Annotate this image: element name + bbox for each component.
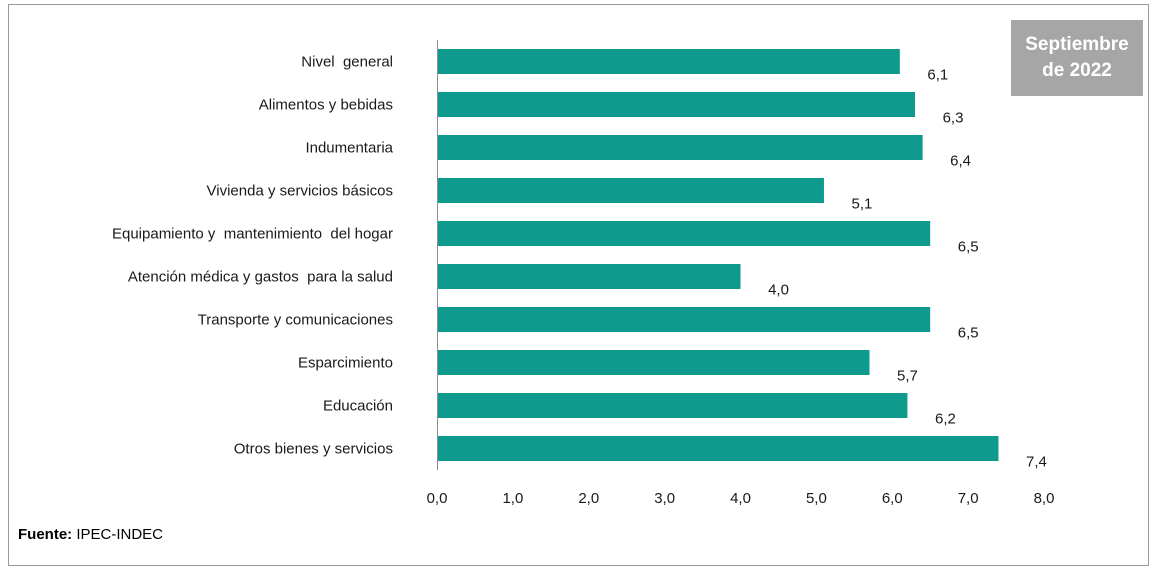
value-label: 4,0: [768, 282, 789, 299]
x-tick-label: 8,0: [1034, 490, 1055, 507]
category-label: Alimentos y bebidas: [259, 97, 393, 114]
category-label: Atención médica y gastos para la salud: [128, 269, 393, 286]
bar: [438, 350, 870, 375]
date-badge: Septiembre de 2022: [1011, 20, 1143, 96]
bar: [438, 135, 923, 160]
category-label: Vivienda y servicios básicos: [207, 183, 393, 200]
bar: [438, 393, 908, 418]
value-label: 6,4: [950, 153, 971, 170]
category-label: Indumentaria: [305, 140, 393, 157]
category-label: Otros bienes y servicios: [234, 441, 393, 458]
x-tick-label: 2,0: [578, 490, 599, 507]
category-label: Educación: [323, 398, 393, 415]
bar: [438, 92, 916, 117]
source-text: IPEC-INDEC: [72, 526, 164, 543]
category-label: Esparcimiento: [298, 355, 393, 372]
category-label: Transporte y comunicaciones: [198, 312, 393, 329]
x-tick-label: 6,0: [882, 490, 903, 507]
x-tick-label: 7,0: [958, 490, 979, 507]
x-tick-label: 5,0: [806, 490, 827, 507]
value-label: 5,7: [897, 368, 918, 385]
bar: [438, 436, 999, 461]
badge-year: de 2022: [1042, 60, 1112, 81]
x-tick-label: 4,0: [730, 490, 751, 507]
source-label: Fuente:: [18, 526, 73, 543]
bar: [438, 264, 741, 289]
value-label: 6,3: [943, 110, 964, 127]
x-tick-label: 0,0: [427, 490, 448, 507]
bar: [438, 178, 824, 203]
category-label: Equipamiento y mantenimiento del hogar: [112, 226, 393, 243]
bar: [438, 221, 931, 246]
value-label: 5,1: [852, 196, 873, 213]
source-note: Fuente: IPEC-INDEC: [18, 526, 163, 543]
category-label: Nivel general: [301, 54, 393, 71]
value-label: 6,5: [958, 325, 979, 342]
value-label: 6,5: [958, 239, 979, 256]
bar: [438, 307, 931, 332]
badge-month: Septiembre: [1025, 34, 1129, 55]
value-label: 6,1: [927, 67, 948, 84]
bar: [438, 49, 900, 74]
value-label: 6,2: [935, 411, 956, 428]
x-tick-label: 1,0: [502, 490, 523, 507]
x-tick-label: 3,0: [654, 490, 675, 507]
value-label: 7,4: [1026, 454, 1047, 471]
